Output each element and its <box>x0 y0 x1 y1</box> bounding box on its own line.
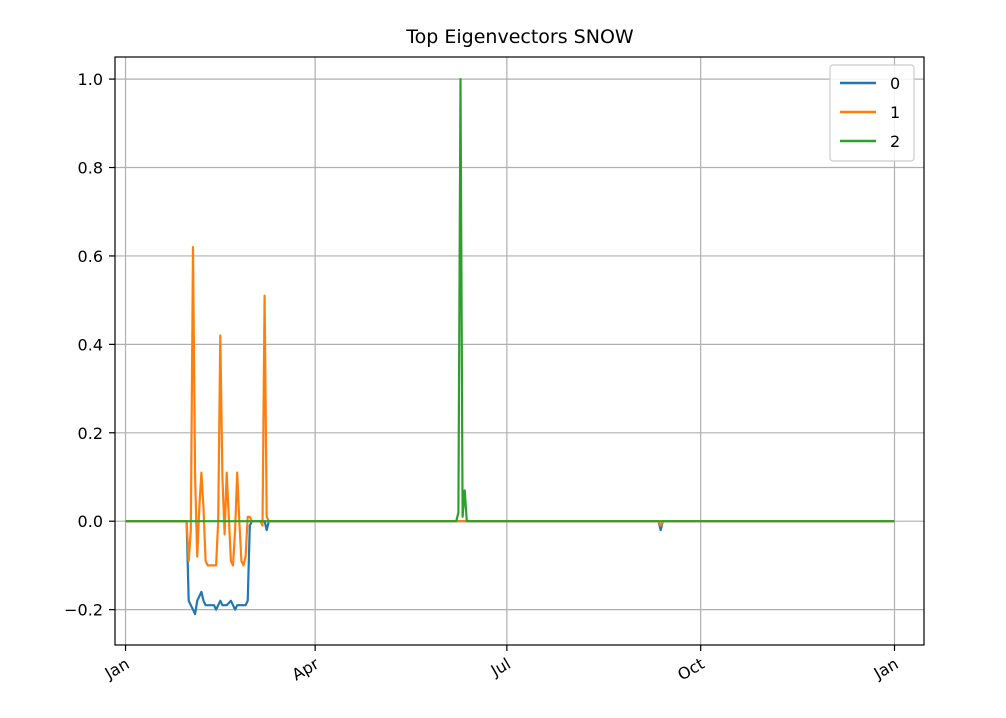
grid-layer <box>115 57 924 645</box>
x-tick-label: Jul <box>487 654 514 681</box>
series-line-1 <box>125 246 895 567</box>
chart-title: Top Eigenvectors SNOW <box>405 26 634 48</box>
x-tick-label: Jan <box>870 654 902 683</box>
axis-layer: −0.2 0.0 0.2 0.4 0.6 0.8 1.0 Jan Apr Jul Oct Jan <box>64 70 901 684</box>
x-tick-label: Jan <box>101 654 133 683</box>
series-line-2 <box>125 77 895 523</box>
x-tick-label: Apr <box>289 654 323 685</box>
legend-label-2: 2 <box>890 132 900 151</box>
legend-label-0: 0 <box>890 74 900 93</box>
y-tick-label: 0.0 <box>78 512 103 531</box>
y-tick-label: 0.8 <box>78 159 103 178</box>
y-tick-label: 0.6 <box>78 247 103 266</box>
y-tick-label: 0.4 <box>78 335 103 354</box>
legend-label-1: 1 <box>890 103 900 122</box>
x-tick-label: Oct <box>674 654 707 684</box>
y-tick-label: 1.0 <box>78 70 103 89</box>
y-tick-label: −0.2 <box>64 601 103 620</box>
legend: 0 1 2 <box>829 64 915 162</box>
series-line-0 <box>125 520 895 616</box>
series-layer <box>125 77 895 616</box>
y-tick-label: 0.2 <box>78 424 103 443</box>
plot-frame <box>114 56 925 646</box>
